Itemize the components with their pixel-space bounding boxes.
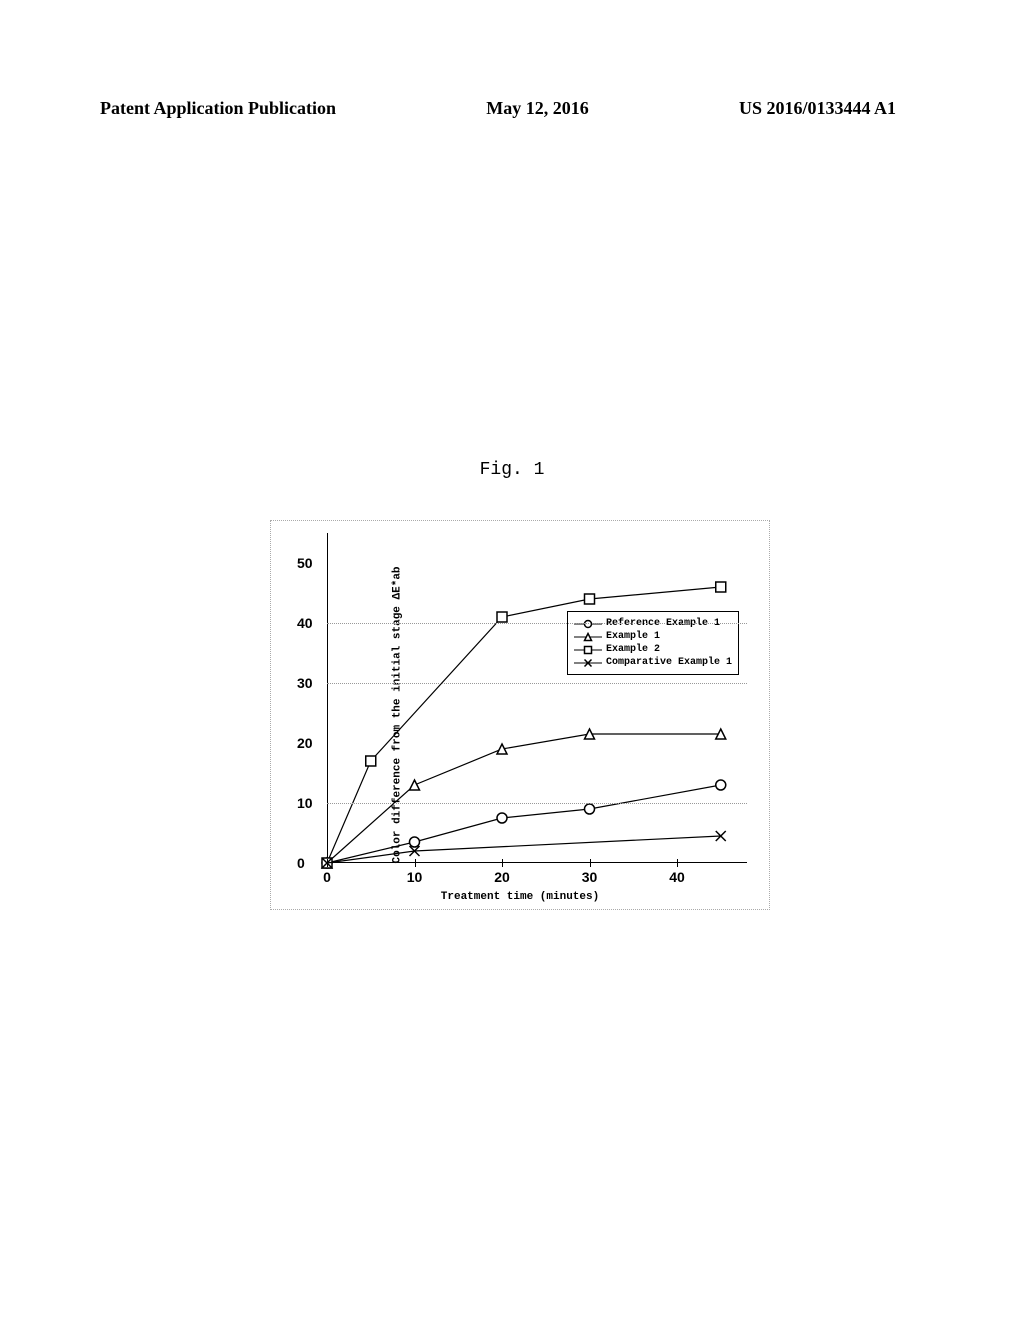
- chart-lines: [327, 533, 747, 863]
- header-publication-number: US 2016/0133444 A1: [739, 98, 896, 119]
- chart-container: Color difference from the initial stage …: [270, 520, 770, 910]
- legend-marker-icon: [574, 632, 602, 642]
- x-tick: [677, 859, 678, 867]
- page-header: Patent Application Publication May 12, 2…: [0, 98, 1024, 119]
- x-tick: [327, 859, 328, 867]
- y-tick-label: 0: [297, 855, 305, 871]
- y-tick-label: 20: [297, 735, 313, 751]
- legend-marker-icon: [574, 658, 602, 668]
- chart-legend: Reference Example 1Example 1Example 2Com…: [567, 611, 739, 675]
- x-tick-label: 0: [323, 869, 331, 885]
- grid-line: [327, 623, 747, 624]
- figure-label: Fig. 1: [480, 460, 545, 480]
- x-tick-label: 10: [407, 869, 423, 885]
- legend-label: Comparative Example 1: [606, 657, 732, 668]
- grid-line: [327, 803, 747, 804]
- x-tick-label: 30: [582, 869, 598, 885]
- y-tick-label: 10: [297, 795, 313, 811]
- plot-area: Reference Example 1Example 1Example 2Com…: [327, 533, 747, 863]
- y-tick-label: 30: [297, 675, 313, 691]
- y-tick-label: 40: [297, 615, 313, 631]
- legend-label: Example 2: [606, 644, 660, 655]
- header-left: Patent Application Publication: [100, 98, 336, 119]
- legend-marker-icon: [574, 645, 602, 655]
- x-tick-label: 20: [494, 869, 510, 885]
- legend-row: Example 1: [574, 631, 732, 642]
- x-tick: [415, 859, 416, 867]
- legend-row: Comparative Example 1: [574, 657, 732, 668]
- x-tick: [590, 859, 591, 867]
- legend-label: Example 1: [606, 631, 660, 642]
- header-date: May 12, 2016: [486, 98, 589, 119]
- x-tick-label: 40: [669, 869, 685, 885]
- grid-line: [327, 683, 747, 684]
- x-tick: [502, 859, 503, 867]
- y-tick-label: 50: [297, 555, 313, 571]
- legend-row: Example 2: [574, 644, 732, 655]
- x-axis-label: Treatment time (minutes): [441, 891, 599, 903]
